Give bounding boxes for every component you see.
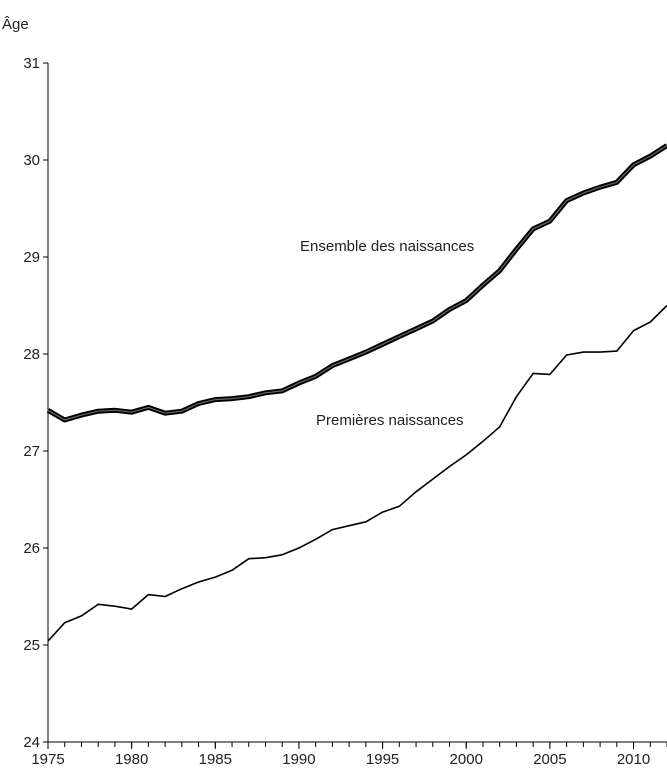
y-tick-label: 28 bbox=[23, 346, 40, 363]
y-tick-label: 26 bbox=[23, 540, 40, 557]
series-label-ensemble: Ensemble des naissances bbox=[300, 238, 474, 255]
ticks: 24 25 26 27 28 29 30 31 1975 1980 1985 1990 1995 2000… bbox=[23, 55, 667, 768]
x-tick-label: 1985 bbox=[199, 751, 232, 768]
x-tick-label: 1995 bbox=[366, 751, 399, 768]
series-line-1 bbox=[47, 304, 667, 642]
x-tick-label: 1990 bbox=[282, 751, 315, 768]
y-tick-label: 29 bbox=[23, 249, 40, 266]
series-line-outline-0 bbox=[46, 143, 667, 423]
y-tick-label: 31 bbox=[23, 55, 40, 72]
x-tick-label: 2000 bbox=[450, 751, 483, 768]
y-tick-label: 30 bbox=[23, 152, 40, 169]
y-axis-title: Âge bbox=[2, 16, 29, 33]
x-tick-label: 1980 bbox=[115, 751, 148, 768]
x-tick-label: 1975 bbox=[31, 751, 64, 768]
series-line-core-0 bbox=[47, 144, 667, 421]
series-label-premieres: Premières naissances bbox=[316, 412, 464, 429]
y-tick-label: 24 bbox=[23, 734, 40, 751]
x-tick-label: 2005 bbox=[533, 751, 566, 768]
y-tick-label: 27 bbox=[23, 443, 40, 460]
series-lines bbox=[46, 143, 667, 642]
x-tick-label: 2010 bbox=[617, 751, 650, 768]
y-tick-label: 25 bbox=[23, 637, 40, 654]
axes bbox=[47, 63, 667, 743]
